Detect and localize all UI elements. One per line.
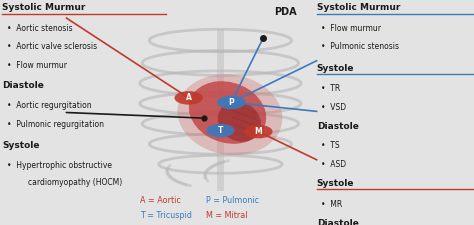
Text: P = Pulmonic: P = Pulmonic [206,196,259,205]
Circle shape [217,96,246,109]
Text: M: M [255,127,262,136]
Circle shape [174,91,203,105]
Text: M = Mitral: M = Mitral [206,212,248,220]
Text: cardiomyopathy (HOCM): cardiomyopathy (HOCM) [28,178,123,187]
Text: •  TS: • TS [321,141,340,150]
Circle shape [206,124,235,137]
Bar [217,29,224,191]
Text: Systolic Murmur: Systolic Murmur [2,3,86,12]
Text: •  ASD: • ASD [321,160,346,169]
Text: Systolic Murmur: Systolic Murmur [317,3,400,12]
Text: T: T [218,126,223,135]
Text: Systole: Systole [317,179,354,188]
Text: •  MR: • MR [321,200,343,209]
Text: •  Hypertrophic obstructive: • Hypertrophic obstructive [7,161,112,170]
Text: •  Pulmonic stenosis: • Pulmonic stenosis [321,42,400,51]
Text: Diastole: Diastole [317,219,358,225]
Text: •  Pulmonic regurgitation: • Pulmonic regurgitation [7,120,104,129]
Text: A = Aortic: A = Aortic [140,196,181,205]
Text: •  TR: • TR [321,84,341,93]
Ellipse shape [189,81,266,144]
Ellipse shape [177,74,283,155]
Text: •  Aortic valve sclerosis: • Aortic valve sclerosis [7,42,97,51]
Circle shape [244,125,273,138]
Text: •  Aortic stenosis: • Aortic stenosis [7,24,73,33]
Text: P: P [228,98,234,107]
Text: Diastole: Diastole [2,81,44,90]
Text: A: A [186,93,191,102]
Text: Systole: Systole [317,64,354,73]
Text: •  Aortic regurgitation: • Aortic regurgitation [7,101,92,110]
Text: •  Flow murmur: • Flow murmur [7,61,67,70]
Ellipse shape [218,101,261,142]
Text: T = Tricuspid: T = Tricuspid [140,212,191,220]
Text: Systole: Systole [2,141,40,150]
Text: PDA: PDA [274,7,297,17]
Text: •  Flow murmur: • Flow murmur [321,24,382,33]
Text: Diastole: Diastole [317,122,358,131]
Text: •  VSD: • VSD [321,103,346,112]
